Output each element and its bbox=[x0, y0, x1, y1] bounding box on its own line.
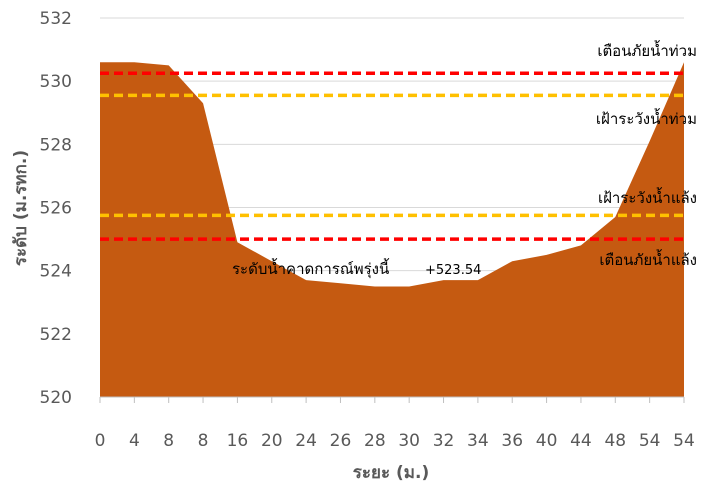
y-tick-label: 530 bbox=[40, 72, 72, 92]
x-axis-title: ระยะ (ม.) bbox=[353, 463, 429, 483]
x-axis-ticks: 0 4 8 8 16 20 24 26 28 30 32 34 36 40 44 48 54 54 bbox=[95, 397, 695, 451]
x-tick-label: 28 bbox=[364, 431, 386, 451]
x-tick-label: 26 bbox=[330, 431, 352, 451]
y-tick-label: 526 bbox=[40, 199, 72, 219]
x-tick-label: 34 bbox=[467, 431, 489, 451]
x-tick-label: 44 bbox=[570, 431, 592, 451]
x-tick-label: 32 bbox=[433, 431, 455, 451]
forecast-label: ระดับน้ำคาดการณ์พรุ่งนี้ bbox=[232, 258, 390, 279]
y-axis-title: ระดับ (ม.รทก.) bbox=[11, 150, 31, 266]
x-tick-label: 48 bbox=[604, 431, 626, 451]
x-tick-label: 20 bbox=[261, 431, 283, 451]
forecast-value: +523.54 bbox=[425, 263, 481, 278]
flood-watch-label: เฝ้าระวังน้ำท่วม bbox=[596, 108, 697, 128]
x-tick-label: 30 bbox=[398, 431, 420, 451]
flood-warning-label: เตือนภัยน้ำท่วม bbox=[597, 40, 697, 60]
y-tick-label: 524 bbox=[40, 262, 72, 282]
drought-warning-label: เตือนภัยน้ำแล้ง bbox=[599, 249, 697, 269]
x-tick-label: 4 bbox=[129, 431, 140, 451]
x-tick-label: 54 bbox=[639, 431, 661, 451]
cross-section-area bbox=[100, 62, 684, 397]
y-axis-ticks: 520 522 524 526 528 530 532 bbox=[40, 9, 72, 408]
y-tick-label: 522 bbox=[40, 325, 72, 345]
x-tick-label: 24 bbox=[295, 431, 317, 451]
drought-watch-label: เฝ้าระวังน้ำแล้ง bbox=[598, 187, 697, 207]
x-tick-label: 16 bbox=[227, 431, 249, 451]
x-tick-label: 40 bbox=[536, 431, 558, 451]
x-tick-label: 36 bbox=[501, 431, 523, 451]
x-tick-label: 8 bbox=[163, 431, 174, 451]
y-tick-label: 528 bbox=[40, 135, 72, 155]
y-tick-label: 532 bbox=[40, 9, 72, 29]
x-tick-label: 54 bbox=[673, 431, 695, 451]
x-tick-label: 8 bbox=[198, 431, 209, 451]
reference-line-labels: เตือนภัยน้ำท่วม เฝ้าระวังน้ำท่วม เฝ้าระว… bbox=[596, 40, 697, 269]
y-tick-label: 520 bbox=[40, 388, 72, 408]
x-tick-label: 0 bbox=[95, 431, 106, 451]
forecast-annotation: ระดับน้ำคาดการณ์พรุ่งนี้ +523.54 bbox=[232, 258, 481, 279]
